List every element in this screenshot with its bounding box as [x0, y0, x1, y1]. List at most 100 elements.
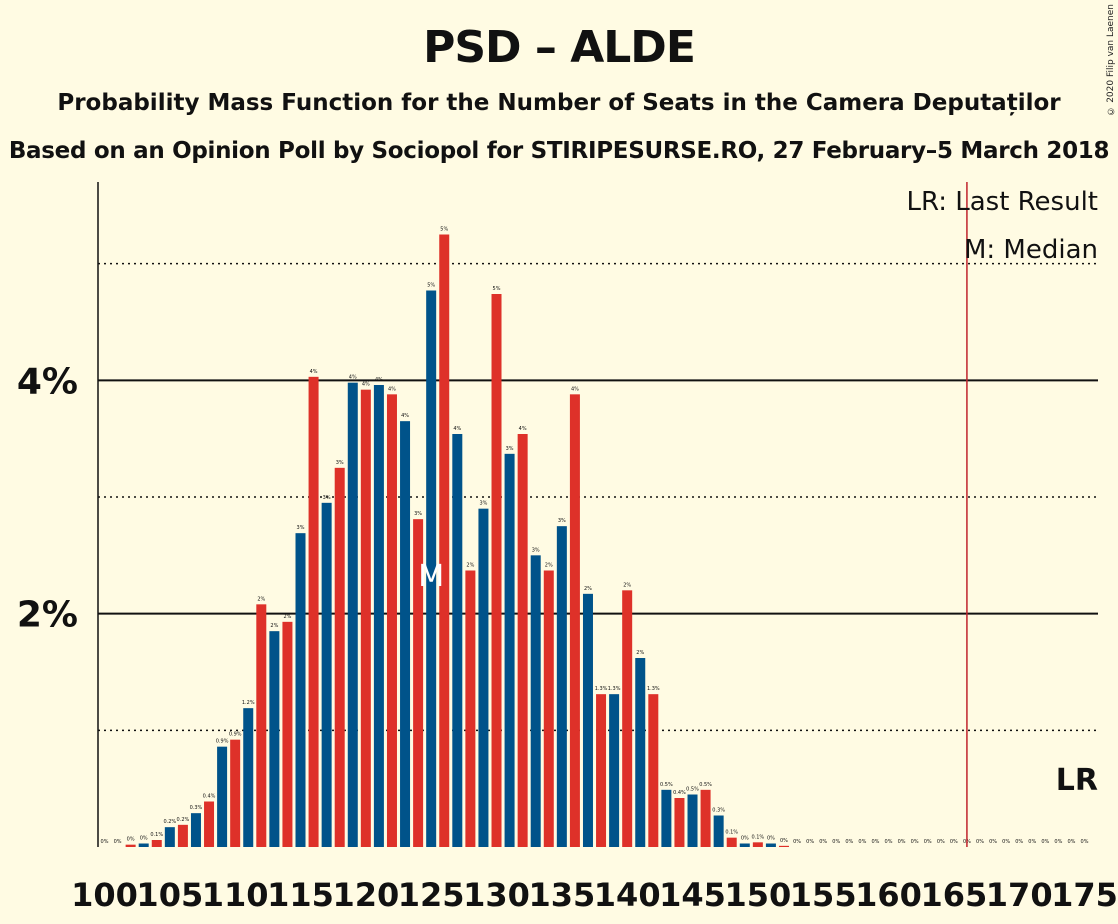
bar-value-label: 2%: [270, 623, 278, 629]
bar-value-label: 0%: [832, 839, 840, 845]
x-tick-label: 165: [920, 876, 987, 914]
bar-value-label: 1.3%: [647, 686, 660, 692]
bar: [635, 658, 646, 847]
bar: [569, 394, 580, 847]
bar: [334, 467, 345, 847]
bar-value-label: 1.3%: [608, 686, 621, 692]
bar-value-label: 2%: [623, 582, 631, 588]
bar: [217, 746, 228, 847]
bar-value-label: 0.2%: [177, 817, 190, 823]
x-tick-label: 120: [332, 876, 399, 914]
x-tick-label: 130: [463, 876, 530, 914]
bar-value-label: 0%: [806, 839, 814, 845]
bar: [556, 526, 567, 847]
x-tick-label: 175: [1051, 876, 1118, 914]
y-tick-label: 4%: [17, 361, 78, 402]
bar: [609, 694, 620, 847]
bar: [413, 519, 424, 847]
bar-value-label: 3%: [479, 501, 487, 507]
bar-value-label: 4%: [519, 426, 527, 432]
bar-value-label: 0%: [885, 839, 893, 845]
legend-entry: M: Median: [964, 235, 1098, 265]
gridlines: [98, 262, 1098, 732]
x-tick-label: 135: [528, 876, 595, 914]
bar-value-label: 0.3%: [712, 808, 725, 814]
bar-value-label: 0%: [1002, 839, 1010, 845]
bar: [504, 453, 515, 847]
bar: [648, 694, 659, 847]
bar: [465, 570, 476, 847]
x-tick-label: 145: [659, 876, 726, 914]
bar-value-label: 0%: [911, 839, 919, 845]
bar-value-label: 1.3%: [595, 686, 608, 692]
bar: [426, 290, 437, 847]
y-tick-label: 2%: [17, 595, 78, 636]
bar: [752, 842, 763, 847]
bar-value-label: 0%: [1015, 839, 1023, 845]
bar: [661, 789, 672, 847]
bar-value-label: 0%: [1081, 839, 1089, 845]
bar-value-label: 4%: [453, 426, 461, 432]
bar: [138, 843, 149, 847]
bar-value-label: 0%: [101, 839, 109, 845]
bar-value-label: 0%: [924, 839, 932, 845]
bar: [700, 789, 711, 847]
bar-value-label: 4%: [388, 386, 396, 392]
bar-value-label: 0.3%: [190, 805, 203, 811]
bar: [765, 843, 776, 847]
bar: [282, 621, 293, 847]
bar: [517, 434, 528, 847]
bar-value-label: 2%: [636, 650, 644, 656]
bar: [543, 570, 554, 847]
bars: [125, 234, 789, 847]
bar-value-label: 4%: [401, 413, 409, 419]
x-tick-label: 155: [790, 876, 857, 914]
x-tick-label: 150: [724, 876, 791, 914]
bar-value-label: 0.1%: [725, 830, 738, 836]
bar: [386, 394, 397, 847]
bar: [269, 631, 280, 847]
bar-value-label: 2%: [466, 563, 474, 569]
bar-value-label: 0%: [127, 837, 135, 843]
bar-value-label: 4%: [362, 382, 370, 388]
x-tick-label: 160: [855, 876, 922, 914]
bar: [295, 533, 306, 847]
bar: [190, 813, 201, 847]
bar-value-label: 0%: [1067, 839, 1075, 845]
bar-value-label: 5%: [440, 227, 448, 233]
bar-value-label: 2%: [257, 596, 265, 602]
bar-value-label: 0.4%: [673, 790, 686, 796]
bar-value-label: 0%: [1028, 839, 1036, 845]
bar-value-label: 4%: [375, 377, 383, 383]
bar: [177, 824, 188, 847]
annotations: LR M LR: Last Result M: Median: [418, 182, 1098, 847]
bar-value-label: 0%: [793, 839, 801, 845]
bar: [778, 845, 789, 847]
bar: [674, 798, 685, 847]
x-tick-label: 115: [267, 876, 334, 914]
bar: [726, 837, 737, 847]
bar-value-label: 0%: [989, 839, 997, 845]
bar: [243, 708, 254, 847]
bar-value-label: 0%: [950, 839, 958, 845]
x-tick-label: 100: [71, 876, 138, 914]
bar-value-label: 3%: [558, 518, 566, 524]
bar-value-label: 2%: [545, 563, 553, 569]
bar-value-label: 1.2%: [242, 700, 255, 706]
bar: [373, 385, 384, 847]
bar-value-label: 0%: [871, 839, 879, 845]
bar-value-label: 0%: [114, 839, 122, 845]
legend-entry: LR: Last Result: [906, 187, 1098, 217]
x-tick-label: 125: [398, 876, 465, 914]
bar: [308, 376, 319, 847]
bar-value-label: 2%: [283, 614, 291, 620]
x-tick-label: 140: [594, 876, 661, 914]
bar: [739, 843, 750, 847]
bar-value-label: 0%: [1054, 839, 1062, 845]
x-tick-label: 170: [986, 876, 1053, 914]
bar-value-label: 0%: [845, 839, 853, 845]
bar: [347, 382, 358, 847]
bar-value-label: 0.5%: [660, 782, 673, 788]
bar-value-label: 5%: [427, 283, 435, 289]
